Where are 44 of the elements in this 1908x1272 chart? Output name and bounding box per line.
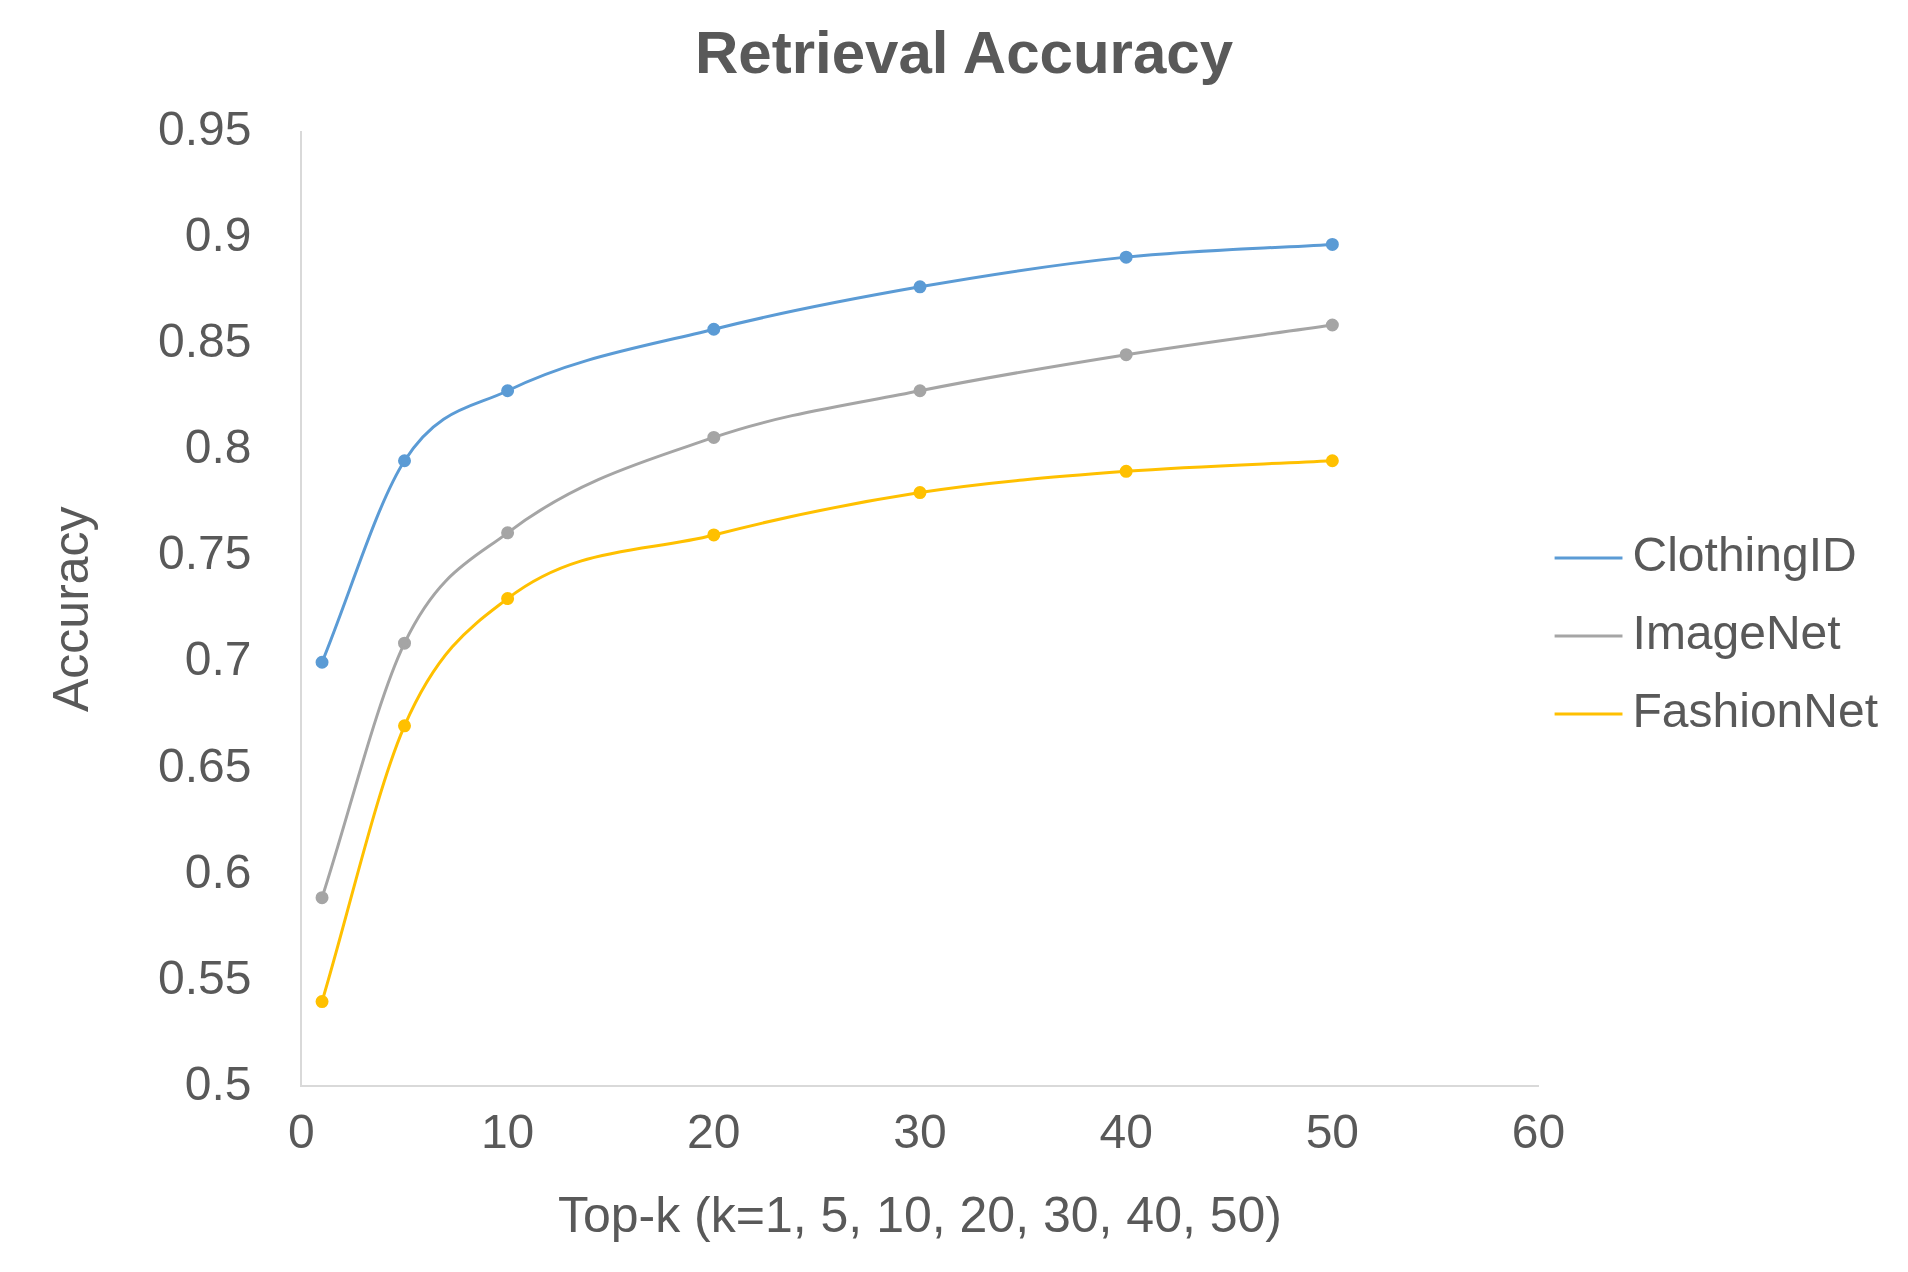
- x-tick-label: 60: [1511, 1105, 1566, 1159]
- x-tick-label: 40: [1099, 1105, 1153, 1159]
- y-tick-label: 0.6: [184, 844, 252, 898]
- point: [1325, 318, 1339, 332]
- point: [398, 454, 412, 468]
- y-axis-title: Accuracy: [42, 506, 99, 713]
- y-tick-label: 0.5: [184, 1056, 252, 1110]
- x-tick-label: 20: [687, 1105, 741, 1159]
- point: [315, 995, 329, 1009]
- point: [913, 280, 927, 294]
- x-tick-label: 0: [288, 1105, 315, 1159]
- point: [913, 384, 927, 398]
- point: [315, 655, 329, 669]
- legend-label: FashionNet: [1632, 684, 1879, 738]
- point: [1119, 348, 1133, 362]
- legend-label: ImageNet: [1632, 606, 1841, 660]
- point: [1119, 250, 1133, 264]
- y-tick-label: 0.9: [184, 208, 252, 262]
- point: [1325, 454, 1339, 468]
- point: [501, 526, 515, 540]
- x-axis-title: Top-k (k=1, 5, 10, 20, 30, 40, 50): [557, 1186, 1283, 1243]
- point: [707, 322, 721, 336]
- y-tick-label: 0.55: [158, 950, 252, 1004]
- point: [707, 430, 721, 444]
- x-tick-label: 10: [480, 1105, 535, 1159]
- point: [315, 891, 329, 905]
- x-tick-label: 50: [1305, 1105, 1360, 1159]
- point: [398, 719, 412, 733]
- y-tick-label: 0.8: [184, 420, 252, 474]
- y-tick-label: 0.85: [158, 314, 252, 368]
- point: [501, 592, 515, 606]
- y-tick-label: 0.65: [158, 738, 252, 792]
- y-tick-label: 0.75: [158, 526, 252, 580]
- point: [1325, 237, 1339, 251]
- y-tick-label: 0.95: [158, 102, 252, 156]
- point: [707, 528, 721, 542]
- point: [913, 486, 927, 500]
- y-tick-label: 0.7: [184, 632, 252, 686]
- point: [398, 636, 412, 650]
- point: [1119, 464, 1133, 478]
- point: [501, 384, 515, 398]
- x-tick-label: 30: [893, 1105, 947, 1159]
- chart-title: Retrieval Accuracy: [694, 18, 1234, 86]
- legend-label: ClothingID: [1632, 528, 1857, 582]
